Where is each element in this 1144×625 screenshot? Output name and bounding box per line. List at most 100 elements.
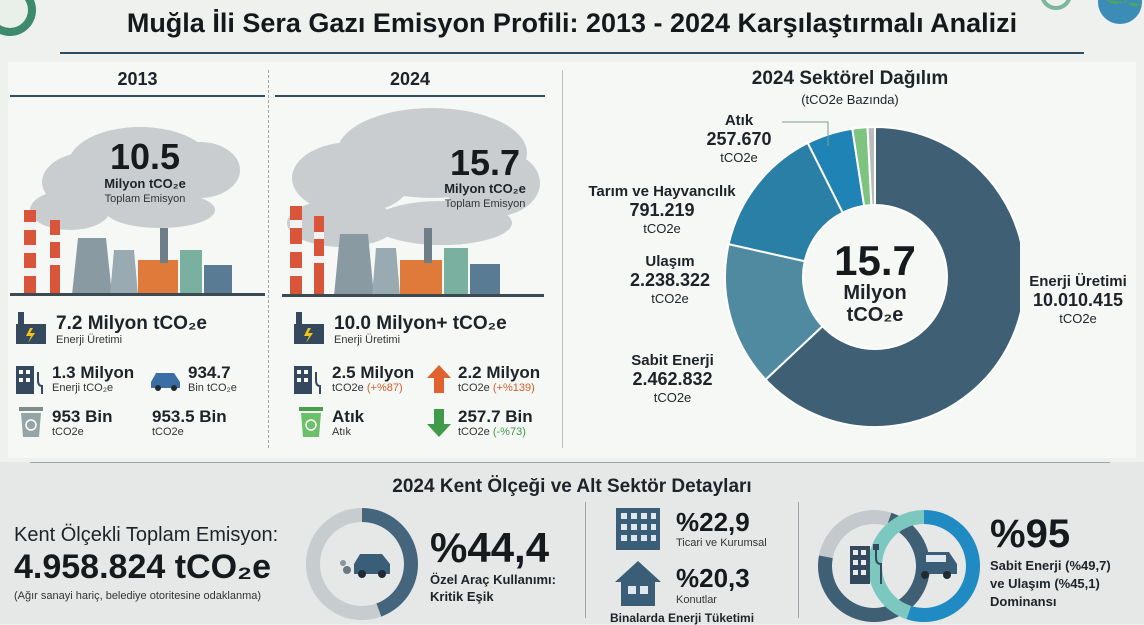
commercial-share-value: %22,9 — [676, 507, 750, 537]
car-icon — [916, 552, 957, 579]
factory-2013-illustration — [10, 127, 265, 296]
bottom-divider-1 — [585, 502, 586, 618]
arrow-down-icon — [427, 409, 451, 437]
waste-2024-label: Atık — [332, 426, 351, 438]
bottom-divider — [30, 462, 1110, 463]
year-2024-heading: 2024 — [389, 69, 431, 89]
building-2024-value: 2.5 Milyon — [332, 363, 415, 382]
waste-2024-title: Atık — [332, 407, 365, 426]
sector-unit: tCO2e — [643, 221, 681, 236]
housing-share-value: %20,3 — [676, 563, 750, 593]
sector-unit: tCO2e — [1059, 311, 1097, 326]
transport-2024-value: 2.2 Milyon — [458, 363, 541, 382]
total-2013-unit: Milyon tCO₂e — [104, 176, 186, 191]
building-2024-change: (+%87) — [366, 382, 403, 394]
sector-value: 2.238.322 — [629, 270, 711, 290]
waste-2013-value: 953 Bin — [52, 407, 113, 426]
donut-center-unit2: tCO₂e — [846, 304, 904, 326]
bottom-title: 2024 Kent Ölçeği ve Alt Sektör Detayları — [392, 476, 752, 497]
donut-slice-1 — [724, 242, 824, 382]
year-2013-rule — [10, 95, 265, 97]
energy-2013-label: Enerji Üretimi — [56, 334, 123, 346]
total-2024-unit: Milyon tCO₂e — [444, 181, 526, 196]
transport-2024-label: tCO2e (+%139) — [458, 382, 535, 394]
waste-leader-line — [782, 121, 829, 146]
sector-unit: tCO2e — [651, 291, 689, 306]
dominance-label1: Sabit Enerji (%49,7) — [990, 558, 1111, 573]
arrow-up-icon — [427, 365, 451, 393]
energy-2013-value: 7.2 Milyon tCO₂e — [56, 313, 207, 334]
transport-2024-change: (+%139) — [492, 382, 535, 394]
sector-chart-title: 2024 Sektörel Dağılım — [751, 68, 949, 89]
sector-label-energy: Enerji Üretimi 10.010.415 tCO2e — [1020, 273, 1136, 326]
office-building-icon — [616, 508, 660, 550]
car-icon — [151, 373, 180, 391]
other-2013-value: 953.5 Bin — [152, 407, 227, 426]
sector-name: Sabit Enerji — [631, 352, 714, 369]
sector-label-waste: Atık 257.670 tCO2e — [694, 112, 784, 165]
total-2024-label: Toplam Emisyon — [444, 198, 526, 210]
sector-value: 791.219 — [629, 200, 695, 220]
city-total-value: 4.958.824 tCO₂e — [14, 548, 272, 586]
sector-donut-chart — [724, 125, 1020, 428]
sector-value: 10.010.415 — [1032, 290, 1124, 310]
building-plug-icon — [294, 366, 321, 394]
transport-2013-label: Bin tCO₂e — [188, 382, 237, 394]
sector-value: 2.462.832 — [632, 369, 713, 389]
housing-share-label: Konutlar — [676, 594, 717, 606]
recycle-bin-icon — [299, 407, 323, 437]
sector-name: Ulaşım — [645, 253, 695, 270]
city-total-label: Kent Ölçekli Toplam Emisyon: — [14, 524, 279, 546]
donut-center-unit: Milyon — [843, 282, 907, 304]
dominance-label2: ve Ulaşım (%45,1) — [990, 576, 1100, 591]
dominance-donut — [818, 510, 980, 622]
panel-divider — [562, 70, 563, 448]
transport-2013-value: 934.7 — [188, 363, 231, 382]
sector-name: Tarım ve Hayvancılık — [588, 183, 736, 200]
car-share-donut — [305, 508, 419, 620]
commercial-share-label: Ticari ve Kurumsal — [676, 537, 767, 549]
car-share-value: %44,4 — [430, 524, 550, 571]
total-2013-value: 10.5 — [109, 136, 181, 177]
sector-unit: tCO2e — [720, 150, 758, 165]
globe-icon — [1041, 0, 1142, 24]
building-2024-label: tCO2e (+%87) — [332, 382, 403, 394]
year-2024-rule — [275, 95, 545, 97]
donut-center-value: 15.7 — [834, 237, 916, 284]
page-title: Muğla İli Sera Gazı Emisyon Profili: 201… — [126, 8, 1018, 38]
sector-value: 257.670 — [706, 129, 772, 149]
sector-label-transport: Ulaşım 2.238.322 tCO2e — [605, 253, 735, 306]
waste-2024-unit: tCO2e — [458, 426, 490, 438]
sector-name: Enerji Üretimi — [1029, 273, 1127, 290]
car-emission-icon — [340, 554, 390, 578]
total-2013-label: Toplam Emisyon — [104, 193, 186, 205]
building-2013-label: Enerji tCO₂e — [52, 382, 114, 394]
sector-chart-subtitle: (tCO2e Bazında) — [801, 92, 899, 107]
building-2013-value: 1.3 Milyon — [52, 363, 135, 382]
waste-2013-label: tCO2e — [52, 426, 84, 438]
power-plant-icon — [294, 312, 324, 344]
car-ring-fill — [362, 508, 419, 617]
year-2013-heading: 2013 — [117, 69, 158, 89]
dominance-value: %95 — [990, 512, 1071, 556]
total-2024-value: 15.7 — [449, 142, 521, 183]
donut-slice-0 — [764, 125, 1020, 428]
sector-unit: tCO2e — [653, 390, 692, 405]
energy-2024-label: Enerji Üretimi — [334, 334, 401, 346]
waste-2024-value: 257.7 Bin — [458, 407, 533, 426]
city-total-note: (Ağır sanayi hariç, belediye otoritesine… — [14, 590, 262, 602]
donut-slice-other — [866, 125, 876, 207]
leaf-corner-icon — [0, 0, 36, 36]
sector-label-stationary: Sabit Enerji 2.462.832 tCO2e — [600, 352, 745, 405]
sector-label-agriculture: Tarım ve Hayvancılık 791.219 tCO2e — [582, 183, 742, 236]
dominance-label3: Dominansı — [990, 594, 1057, 609]
building-plug-icon — [850, 544, 882, 584]
waste-2024-unit-line: tCO2e (-%73) — [458, 426, 526, 438]
title-divider — [60, 52, 1084, 54]
building-plug-icon — [16, 366, 43, 394]
waste-2024-change: (-%73) — [492, 426, 526, 438]
car-share-label1: Özel Araç Kullanımı: — [430, 572, 556, 587]
transport-2024-unit: tCO2e — [458, 382, 490, 394]
other-2013-label: tCO2e — [152, 426, 184, 438]
house-icon — [615, 561, 661, 606]
